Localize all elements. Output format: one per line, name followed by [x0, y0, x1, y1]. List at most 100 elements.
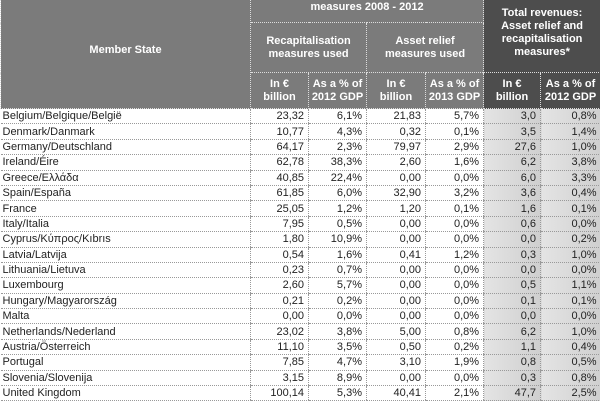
asset-billion-cell: 0,00	[367, 216, 426, 231]
recap-gdp-cell: 3,5%	[309, 339, 367, 354]
recap-gdp-cell: 6,0%	[309, 185, 367, 200]
sub-header: In € billion	[484, 73, 541, 109]
asset-gdp-cell: 3,2%	[426, 185, 484, 200]
recap-billion-cell: 0,23	[251, 262, 309, 277]
recap-gdp-cell: 0,0%	[309, 309, 367, 324]
member-state-cell: Germany/Deutschland	[1, 139, 251, 154]
member-state-cell: Denmark/Danmark	[1, 124, 251, 139]
recap-billion-cell: 64,17	[251, 139, 309, 154]
member-state-cell: Belgium/Belgique/België	[1, 109, 251, 124]
total-billion-cell: 3,5	[484, 124, 541, 139]
asset-gdp-cell: 0,0%	[426, 293, 484, 308]
member-state-cell: Lithuania/Lietuva	[1, 262, 251, 277]
asset-billion-cell: 3,10	[367, 355, 426, 370]
member-state-cell: Spain/España	[1, 185, 251, 200]
asset-gdp-cell: 0,8%	[426, 324, 484, 339]
asset-billion-cell: 5,00	[367, 324, 426, 339]
asset-billion-cell: 0,00	[367, 309, 426, 324]
recap-billion-cell: 10,77	[251, 124, 309, 139]
member-state-cell: France	[1, 201, 251, 216]
recap-billion-cell: 25,05	[251, 201, 309, 216]
asset-billion-cell: 1,20	[367, 201, 426, 216]
total-gdp-cell: 1,0%	[541, 247, 600, 262]
total-gdp-cell: 0,4%	[541, 339, 600, 354]
total-gdp-cell: 1,0%	[541, 139, 600, 154]
member-state-cell: Slovenia/Slovenija	[1, 370, 251, 385]
total-billion-cell: 0,1	[484, 293, 541, 308]
recap-gdp-cell: 4,3%	[309, 124, 367, 139]
asset-gdp-cell: 5,7%	[426, 109, 484, 124]
total-billion-cell: 0,0	[484, 262, 541, 277]
total-billion-cell: 1,1	[484, 339, 541, 354]
total-gdp-cell: 0,8%	[541, 109, 600, 124]
total-gdp-cell: 0,5%	[541, 355, 600, 370]
asset-gdp-cell: 1,2%	[426, 247, 484, 262]
asset-header: Asset relief measures used	[367, 23, 484, 73]
sub-header: As a % of 2013 GDP	[426, 73, 484, 109]
recap-gdp-cell: 8,9%	[309, 370, 367, 385]
asset-billion-cell: 21,83	[367, 109, 426, 124]
total-billion-cell: 0,6	[484, 216, 541, 231]
member-state-header: Member State	[1, 0, 251, 109]
recap-billion-cell: 7,85	[251, 355, 309, 370]
total-gdp-cell: 2,5%	[541, 386, 600, 401]
asset-gdp-cell: 0,0%	[426, 232, 484, 247]
asset-billion-cell: 0,00	[367, 370, 426, 385]
asset-billion-cell: 0,50	[367, 339, 426, 354]
total-billion-cell: 6,0	[484, 170, 541, 185]
recap-gdp-cell: 4,7%	[309, 355, 367, 370]
total-gdp-cell: 3,8%	[541, 155, 600, 170]
recap-gdp-cell: 38,3%	[309, 155, 367, 170]
member-state-cell: Portugal	[1, 355, 251, 370]
asset-gdp-cell: 0,0%	[426, 170, 484, 185]
total-gdp-cell: 0,2%	[541, 232, 600, 247]
asset-billion-cell: 0,00	[367, 232, 426, 247]
recap-gdp-cell: 0,7%	[309, 262, 367, 277]
recap-billion-cell: 0,00	[251, 309, 309, 324]
asset-billion-cell: 0,00	[367, 278, 426, 293]
member-state-cell: Austria/Österreich	[1, 339, 251, 354]
total-billion-cell: 6,2	[484, 155, 541, 170]
asset-billion-cell: 40,41	[367, 386, 426, 401]
total-gdp-cell: 0,4%	[541, 185, 600, 200]
total-billion-cell: 3,0	[484, 109, 541, 124]
total-billion-cell: 0,8	[484, 355, 541, 370]
member-state-cell: Netherlands/Nederland	[1, 324, 251, 339]
asset-gdp-cell: 0,0%	[426, 370, 484, 385]
recap-header: Recapitalisation measures used	[251, 23, 367, 73]
recap-gdp-cell: 6,1%	[309, 109, 367, 124]
sub-header: In € billion	[251, 73, 309, 109]
sub-header: As a % of 2012 GDP	[541, 73, 600, 109]
total-gdp-cell: 1,1%	[541, 278, 600, 293]
recap-billion-cell: 61,85	[251, 185, 309, 200]
recap-billion-cell: 62,78	[251, 155, 309, 170]
total-billion-cell: 6,2	[484, 324, 541, 339]
asset-billion-cell: 0,00	[367, 262, 426, 277]
asset-billion-cell: 32,90	[367, 185, 426, 200]
recap-billion-cell: 40,85	[251, 170, 309, 185]
total-billion-cell: 0,0	[484, 309, 541, 324]
total-billion-cell: 0,3	[484, 247, 541, 262]
total-billion-cell: 0,3	[484, 370, 541, 385]
total-billion-cell: 0,0	[484, 232, 541, 247]
total-gdp-cell: 0,0%	[541, 309, 600, 324]
member-state-cell: Malta	[1, 309, 251, 324]
total-gdp-cell: 1,4%	[541, 124, 600, 139]
asset-gdp-cell: 1,9%	[426, 355, 484, 370]
asset-gdp-cell: 0,1%	[426, 124, 484, 139]
recap-gdp-cell: 5,7%	[309, 278, 367, 293]
total-billion-cell: 0,5	[484, 278, 541, 293]
recap-billion-cell: 23,02	[251, 324, 309, 339]
